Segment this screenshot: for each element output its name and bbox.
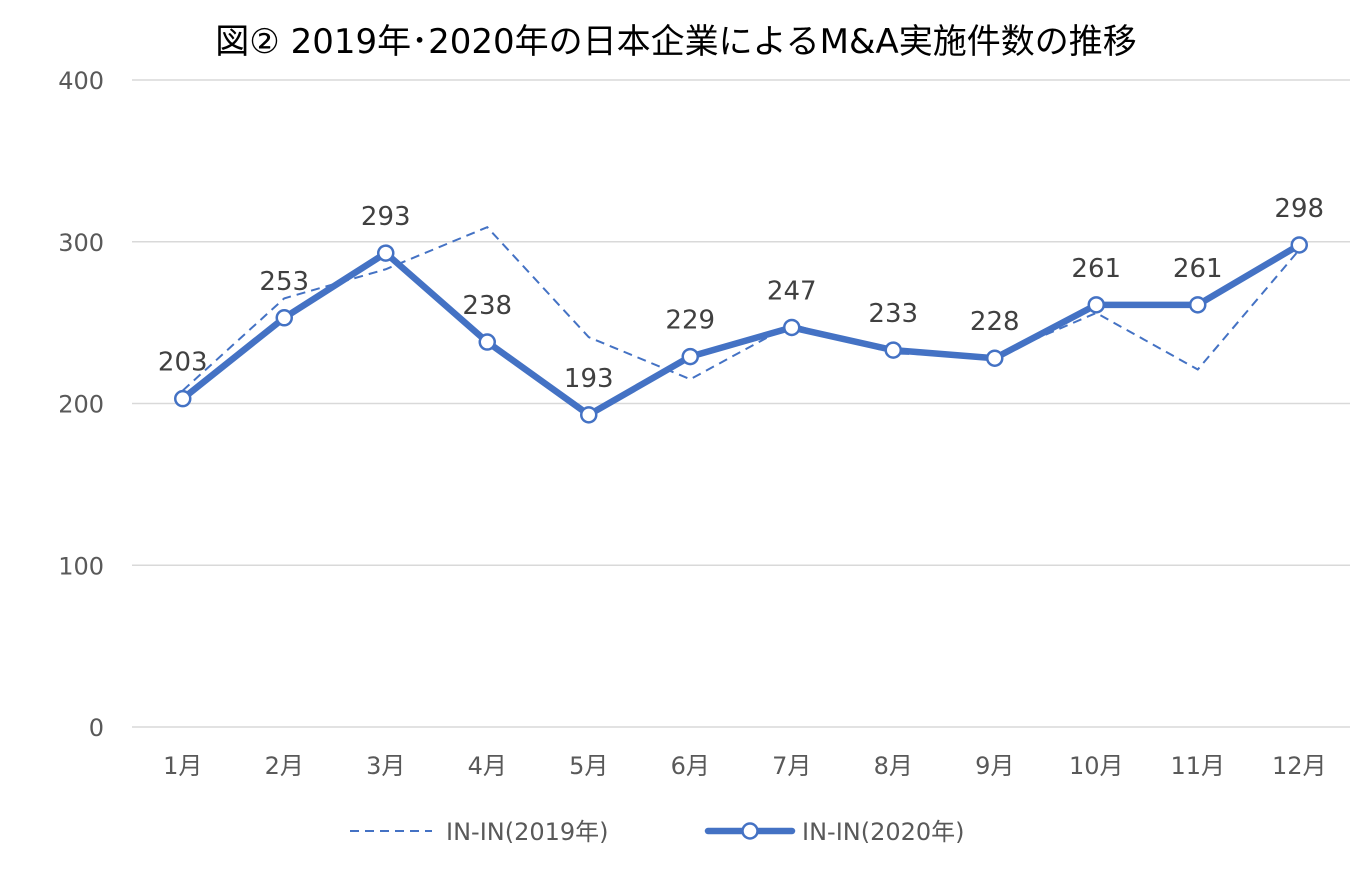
series-line-2019 [182, 226, 1301, 392]
y-tick-label: 300 [58, 229, 104, 257]
data-point-marker [1189, 296, 1207, 314]
y-axis-ticks: 0 100 200 300 400 [58, 67, 104, 742]
data-label: 261 [1173, 254, 1223, 284]
data-point-marker [1290, 236, 1308, 254]
chart-title: 図② 2019年･2020年の日本企業によるM&A実施件数の推移 [215, 22, 1137, 62]
legend-label-2020: IN-IN(2020年) [802, 818, 965, 846]
y-tick-label: 400 [58, 67, 104, 95]
data-label: 298 [1274, 194, 1324, 224]
data-label: 261 [1071, 254, 1121, 284]
data-point-marker [580, 406, 598, 424]
x-tick-label: 4月 [468, 752, 507, 780]
data-point-marker [783, 318, 801, 337]
data-labels: 203 253 293 238 193 229 247 233 228 261 261 298 [158, 194, 1324, 394]
legend: IN-IN(2019年) IN-IN(2020年) [350, 818, 965, 846]
data-label: 238 [462, 291, 512, 321]
x-tick-label: 2月 [265, 752, 304, 780]
data-point-marker [174, 389, 192, 408]
data-label: 233 [868, 299, 918, 329]
data-label: 193 [564, 364, 614, 394]
x-tick-label: 5月 [569, 752, 608, 780]
legend-marker-2020 [741, 822, 759, 840]
series-line-2020 [179, 241, 1303, 419]
data-label: 247 [767, 276, 817, 306]
x-tick-label: 6月 [671, 752, 710, 780]
x-tick-label: 12月 [1272, 752, 1327, 780]
x-tick-label: 8月 [874, 752, 913, 780]
data-point-marker [478, 333, 496, 351]
data-point-marker [681, 347, 699, 366]
data-point-marker [1087, 296, 1105, 314]
data-label: 293 [361, 202, 411, 232]
x-tick-label: 3月 [366, 752, 405, 780]
y-tick-label: 100 [58, 552, 104, 580]
data-point-marker [275, 309, 293, 327]
x-tick-label: 1月 [163, 752, 202, 780]
x-tick-label: 9月 [975, 752, 1014, 780]
data-label: 203 [158, 348, 208, 378]
y-tick-label: 0 [89, 714, 104, 742]
x-axis-ticks: 1月 2月 3月 4月 5月 6月 7月 8月 9月 10月 11月 12月 [163, 752, 1326, 780]
data-label: 229 [665, 306, 715, 336]
gridlines [132, 79, 1350, 728]
data-point-marker [377, 244, 395, 262]
series-lines [179, 226, 1303, 419]
data-label: 253 [259, 267, 309, 297]
data-point-marker [884, 341, 902, 359]
legend-label-2019: IN-IN(2019年) [446, 818, 609, 846]
y-tick-label: 200 [58, 391, 104, 419]
x-tick-label: 10月 [1069, 752, 1124, 780]
series-markers [174, 236, 1308, 424]
x-tick-label: 11月 [1170, 752, 1225, 780]
x-tick-label: 7月 [772, 752, 811, 780]
data-label: 228 [970, 307, 1020, 337]
data-point-marker [986, 349, 1004, 367]
